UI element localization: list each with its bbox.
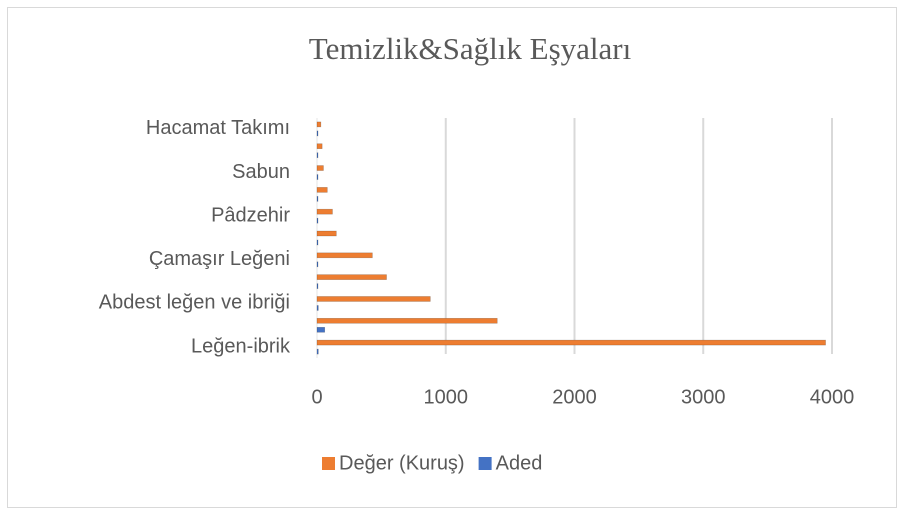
legend-swatch <box>478 457 492 470</box>
x-tick-label: 2000 <box>552 386 597 408</box>
bar <box>316 317 498 324</box>
bar <box>316 283 319 289</box>
bar <box>316 239 319 246</box>
bar <box>316 121 322 128</box>
bar <box>316 305 319 311</box>
bar <box>316 174 319 180</box>
legend-label: Değer (Kuruş) <box>339 452 465 474</box>
y-tick-label: Abdest leğen ve ibriği <box>99 292 290 314</box>
bar <box>316 339 826 346</box>
chart-border <box>7 7 897 508</box>
bar <box>316 217 319 224</box>
bar <box>316 274 387 280</box>
bar <box>316 165 324 171</box>
bar <box>316 196 319 202</box>
bar <box>316 152 319 159</box>
legend-swatch <box>322 457 335 470</box>
y-tick-label: Hacamat Takımı <box>146 117 290 139</box>
chart-title: Temizlik&Sağlık Eşyaları <box>309 31 632 66</box>
bar <box>316 252 373 259</box>
bar <box>316 230 337 237</box>
x-tick-label: 1000 <box>424 386 469 408</box>
y-tick-label: Pâdzehir <box>211 204 290 226</box>
x-tick-label: 0 <box>311 386 322 408</box>
y-tick-label: Çamaşır Leğeni <box>149 248 290 270</box>
y-tick-label: Sabun <box>232 161 290 183</box>
bar <box>316 326 326 333</box>
bar <box>316 348 319 355</box>
legend-label: Aded <box>496 452 543 474</box>
bar <box>316 143 323 150</box>
bar <box>316 187 328 193</box>
x-tick-label: 4000 <box>810 386 855 408</box>
x-tick-label: 3000 <box>681 386 726 408</box>
bar <box>316 208 333 215</box>
y-tick-label: Leğen-ibrik <box>191 335 291 357</box>
bar <box>316 261 319 268</box>
bar <box>316 130 319 137</box>
bar <box>316 296 431 302</box>
